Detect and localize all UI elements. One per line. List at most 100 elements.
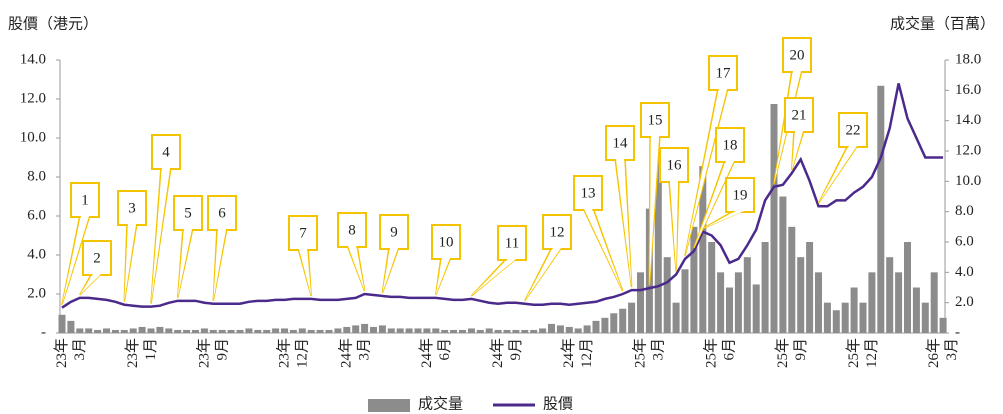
volume-bar — [325, 329, 333, 333]
volume-bar — [316, 329, 324, 333]
volume-bar — [120, 329, 128, 333]
callout-label: 20 — [790, 47, 805, 63]
volume-bar — [423, 328, 431, 333]
y2-tick-label: 18.0 — [955, 51, 981, 67]
volume-bar — [904, 242, 911, 333]
volume-bar — [476, 329, 484, 333]
callout-box — [173, 195, 203, 231]
volume-bar — [601, 317, 609, 333]
volume-bar — [467, 328, 475, 333]
callout-joint — [299, 249, 312, 296]
volume-bar — [610, 313, 618, 333]
x-tick-label: 24年 3月 — [338, 338, 373, 368]
y2-tick-label: 6.0 — [955, 233, 974, 249]
volume-bar — [886, 257, 894, 333]
volume-bar — [859, 302, 867, 333]
volume-bar — [192, 329, 199, 333]
volume-bar — [378, 325, 386, 333]
callout-joint — [524, 248, 561, 301]
volume-bar — [200, 328, 208, 333]
volume-bar — [868, 272, 876, 333]
volume-bar — [405, 328, 413, 333]
volume-bar — [912, 287, 920, 333]
callout-joint — [348, 246, 365, 291]
volume-bar — [396, 328, 404, 333]
callout-joint — [702, 211, 744, 229]
callout-label: 6 — [218, 205, 226, 221]
volume-bar — [939, 317, 947, 333]
volume-bar — [129, 328, 137, 333]
callout-joint — [791, 131, 803, 171]
callout-box — [838, 112, 868, 148]
volume-bar — [147, 328, 155, 333]
legend-label: 成交量 — [418, 394, 463, 412]
volume-bar — [565, 326, 573, 333]
x-tick-label: 25年 6月 — [703, 338, 738, 368]
callout-label: 10 — [439, 234, 454, 250]
volume-bar — [370, 326, 377, 333]
volume-bar — [832, 310, 840, 333]
y-tick-label: 14.0 — [20, 51, 46, 67]
y2-tick-label: 16.0 — [955, 82, 981, 98]
y2-tick-label: 4.0 — [955, 264, 974, 280]
y2-tick-label: 8.0 — [955, 203, 974, 219]
volume-bar — [512, 329, 520, 333]
callout-label: 12 — [550, 224, 565, 240]
callout-joint — [818, 146, 857, 204]
y-tick-label: 8.0 — [27, 168, 46, 184]
volume-bar — [734, 272, 742, 333]
callout-joint — [435, 258, 450, 295]
callout-label: 15 — [648, 112, 663, 128]
volume-bar — [289, 329, 297, 333]
volume-bar — [227, 329, 235, 333]
volume-bar — [361, 323, 369, 333]
volume-bar — [165, 328, 173, 333]
callout-joint — [177, 229, 192, 298]
y-tick-label: 4.0 — [27, 246, 46, 262]
legend-label: 股價 — [543, 395, 573, 412]
volume-bar — [494, 329, 502, 333]
callout-joint — [79, 274, 101, 295]
callout-label: 8 — [348, 222, 356, 238]
volume-bar — [877, 85, 885, 334]
volume-bar — [841, 302, 849, 333]
volume-bar — [815, 272, 822, 333]
y-tick-label: - — [41, 324, 46, 340]
volume-bar — [574, 328, 582, 333]
callout-label: 4 — [162, 144, 170, 160]
y2-tick-label: 2.0 — [955, 294, 974, 310]
volume-bar — [485, 328, 493, 333]
callout-label: 16 — [667, 157, 683, 173]
volume-bar — [272, 328, 280, 333]
x-tick-label: 24年 9月 — [489, 338, 524, 368]
callout-label: 21 — [792, 107, 807, 123]
callout-label: 5 — [184, 205, 192, 221]
volume-bar — [156, 326, 164, 333]
volume-bar — [921, 302, 929, 333]
callout-joint — [471, 259, 516, 296]
callout-box — [82, 240, 112, 276]
x-tick-label: 25年 9月 — [774, 338, 809, 368]
volume-bar — [850, 287, 858, 333]
volume-bar — [663, 257, 671, 333]
price-line — [61, 83, 944, 309]
volume-bar — [352, 325, 360, 333]
volume-bar — [788, 226, 796, 333]
x-tick-label: 23年 12月 — [276, 338, 311, 368]
volume-bar — [432, 328, 440, 333]
volume-bar — [895, 272, 903, 333]
volume-bar — [58, 314, 66, 333]
volume-bar — [183, 329, 191, 333]
volume-bar — [263, 329, 271, 333]
x-tick-label: 25年 12月 — [845, 338, 880, 368]
volume-bar — [797, 257, 805, 333]
callout-label: 9 — [390, 224, 398, 240]
callout-label: 1 — [81, 192, 89, 208]
callout-joint — [151, 168, 170, 304]
volume-bar — [779, 196, 787, 333]
volume-bar — [654, 160, 662, 333]
callout-joint — [649, 136, 659, 286]
volume-bar — [548, 323, 555, 333]
callout-label: 11 — [505, 235, 519, 251]
